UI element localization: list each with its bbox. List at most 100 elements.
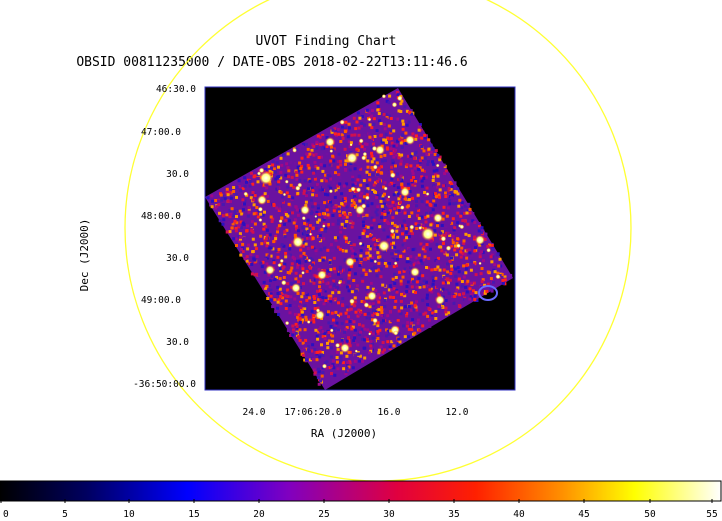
- image-pixel: [346, 191, 350, 195]
- image-pixel: [319, 135, 323, 139]
- image-pixel: [450, 276, 454, 280]
- image-pixel: [363, 356, 367, 360]
- image-pixel: [330, 359, 334, 363]
- image-pixel: [296, 262, 300, 266]
- image-pixel: [401, 139, 404, 143]
- image-pixel: [394, 276, 398, 279]
- image-pixel: [424, 220, 428, 224]
- image-pixel: [254, 211, 258, 215]
- image-pixel: [425, 243, 429, 247]
- image-pixel: [267, 246, 271, 250]
- image-pixel: [324, 279, 328, 283]
- image-pixel: [321, 335, 325, 339]
- image-pixel: [347, 273, 351, 277]
- image-pixel: [376, 321, 380, 325]
- image-pixel: [369, 240, 373, 244]
- image-pixel: [306, 236, 310, 240]
- image-pixel: [432, 184, 436, 187]
- image-pixel: [290, 262, 294, 266]
- image-pixel: [312, 278, 316, 282]
- image-pixel: [390, 242, 394, 246]
- image-pixel: [417, 261, 421, 265]
- image-pixel: [274, 283, 278, 287]
- image-pixel: [286, 282, 290, 286]
- image-pixel: [370, 154, 374, 158]
- image-pixel: [415, 285, 419, 289]
- star: [373, 259, 378, 264]
- image-pixel: [435, 168, 439, 172]
- star: [335, 342, 341, 348]
- image-pixel: [371, 188, 375, 192]
- star: [321, 363, 328, 369]
- star: [372, 317, 378, 324]
- image-pixel: [503, 274, 507, 278]
- image-pixel: [369, 139, 373, 143]
- image-pixel: [399, 159, 403, 163]
- colorbar-tick-label: 10: [123, 509, 135, 520]
- image-pixel: [228, 191, 232, 195]
- image-pixel: [348, 344, 352, 348]
- image-pixel: [453, 198, 457, 202]
- image-pixel: [421, 226, 424, 229]
- image-pixel: [423, 136, 427, 140]
- image-pixel: [309, 212, 313, 216]
- image-pixel: [344, 168, 348, 172]
- image-pixel: [279, 176, 283, 180]
- image-pixel: [373, 135, 377, 138]
- image-pixel: [294, 331, 298, 335]
- image-pixel: [264, 167, 268, 171]
- image-pixel: [331, 181, 335, 184]
- image-pixel: [318, 235, 322, 239]
- image-pixel: [429, 143, 433, 147]
- image-pixel: [317, 237, 321, 241]
- image-pixel: [410, 235, 414, 239]
- image-pixel: [435, 242, 439, 246]
- image-pixel: [392, 182, 396, 186]
- image-pixel: [223, 197, 227, 201]
- image-pixel: [421, 172, 425, 176]
- image-pixel: [417, 128, 421, 132]
- image-pixel: [286, 329, 290, 333]
- image-pixel: [457, 304, 461, 308]
- image-pixel: [234, 231, 238, 235]
- image-pixel: [435, 260, 439, 264]
- image-pixel: [381, 350, 385, 354]
- image-pixel: [311, 236, 315, 240]
- image-pixel: [386, 211, 390, 215]
- image-pixel: [362, 224, 366, 228]
- image-pixel: [402, 219, 406, 223]
- image-pixel: [233, 211, 237, 215]
- image-pixel: [272, 202, 276, 206]
- image-pixel: [288, 247, 292, 251]
- image-pixel: [271, 305, 275, 309]
- image-pixel: [303, 256, 307, 259]
- image-pixel: [463, 219, 467, 223]
- dec-tick-label: 48:00.0: [141, 211, 181, 222]
- image-pixel: [370, 166, 374, 170]
- image-pixel: [225, 191, 229, 195]
- image-pixel: [271, 168, 275, 172]
- image-pixel: [361, 279, 365, 283]
- star: [433, 213, 443, 223]
- image-pixel: [298, 161, 302, 165]
- image-pixel: [335, 356, 339, 359]
- image-pixel: [347, 289, 351, 293]
- star: [405, 135, 415, 145]
- image-pixel: [295, 208, 299, 212]
- image-pixel: [290, 266, 294, 270]
- image-pixel: [297, 169, 301, 173]
- image-pixel: [351, 325, 355, 329]
- image-pixel: [235, 244, 238, 247]
- colorbar: [0, 480, 722, 502]
- image-pixel: [366, 225, 370, 229]
- image-pixel: [423, 249, 427, 253]
- image-pixel: [483, 246, 487, 250]
- image-pixel: [259, 261, 263, 265]
- image-pixel: [318, 258, 322, 262]
- image-pixel: [424, 134, 428, 138]
- image-pixel: [303, 304, 307, 308]
- image-pixel: [420, 136, 424, 140]
- image-pixel: [382, 185, 386, 189]
- image-pixel: [241, 198, 245, 202]
- image-pixel: [408, 110, 411, 114]
